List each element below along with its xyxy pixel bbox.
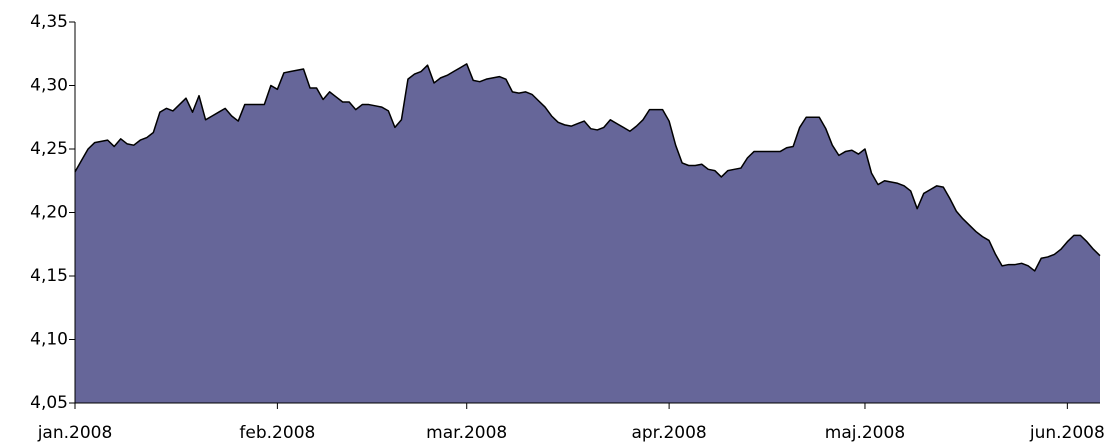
y-tick-label: 4,25 [30, 139, 68, 159]
y-tick-label: 4,20 [30, 203, 68, 223]
x-tick-label: apr.2008 [631, 423, 706, 443]
y-tick-label: 4,15 [30, 266, 68, 286]
x-tick-label: feb.2008 [239, 423, 315, 443]
area [75, 63, 1100, 403]
area-outline [74, 63, 1101, 272]
y-tick-label: 4,10 [30, 330, 68, 350]
y-tick-label: 4,35 [30, 12, 68, 32]
y-tick-label: 4,30 [30, 76, 68, 96]
x-tick-label: jun.2008 [1029, 423, 1105, 443]
x-tick-label: jan.2008 [37, 423, 113, 443]
x-tick-label: maj.2008 [825, 423, 905, 443]
y-tick-label: 4,05 [30, 393, 68, 413]
x-tick-label: mar.2008 [426, 423, 507, 443]
